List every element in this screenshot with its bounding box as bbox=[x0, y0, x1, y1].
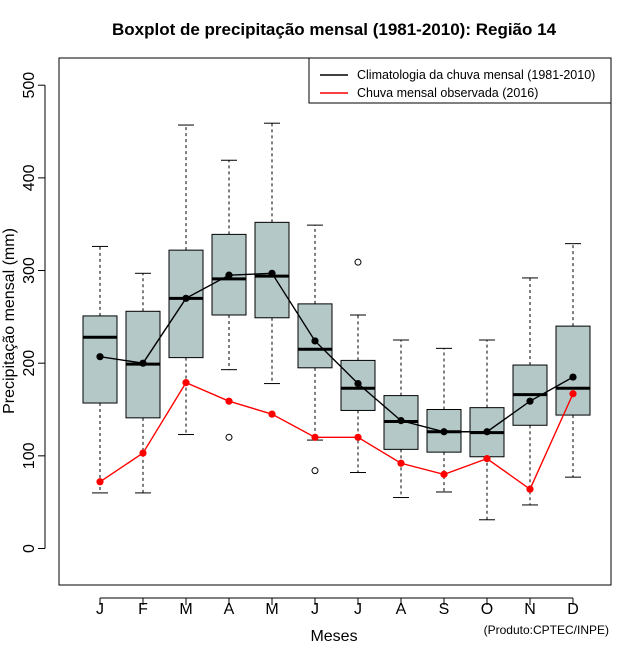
observed-point bbox=[569, 390, 577, 398]
observed-point bbox=[225, 397, 233, 405]
y-tick-label: 200 bbox=[21, 350, 38, 377]
box-iqr bbox=[555, 325, 591, 416]
climatology-point bbox=[440, 428, 448, 436]
climatology-point bbox=[139, 359, 147, 367]
box-2 bbox=[168, 124, 204, 436]
x-tick-label: S bbox=[439, 601, 450, 618]
box-11 bbox=[555, 243, 591, 478]
x-tick-label: J bbox=[311, 601, 319, 618]
series-lines bbox=[96, 269, 577, 493]
credit-text: (Produto:CPTEC/INPE) bbox=[484, 623, 609, 637]
box-iqr bbox=[254, 221, 290, 319]
box-1 bbox=[125, 272, 161, 494]
climatology-point bbox=[96, 353, 104, 361]
x-tick-label: O bbox=[481, 601, 493, 618]
boxes bbox=[82, 122, 591, 521]
x-tick-label: D bbox=[567, 601, 579, 618]
climatology-point bbox=[354, 379, 362, 388]
observed-line bbox=[99, 381, 574, 491]
box-iqr bbox=[168, 249, 204, 359]
outlier-point bbox=[354, 258, 362, 266]
y-tick-label: 500 bbox=[21, 72, 38, 99]
observed-point bbox=[311, 433, 319, 441]
legend-label-observed: Chuva mensal observada (2016) bbox=[357, 86, 538, 100]
y-tick-label: 100 bbox=[21, 442, 38, 469]
climatology-point bbox=[526, 397, 534, 405]
x-tick-label: M bbox=[265, 601, 278, 618]
box-10 bbox=[512, 277, 548, 506]
box-6 bbox=[340, 258, 376, 474]
y-axis: 0 100 200 300 400 500 bbox=[21, 72, 46, 553]
x-tick-label: A bbox=[396, 601, 407, 618]
box-0 bbox=[82, 245, 118, 494]
y-tick-label: 400 bbox=[21, 164, 38, 191]
x-tick-label: J bbox=[96, 601, 104, 618]
legend-label-climatology: Climatologia da chuva mensal (1981-2010) bbox=[357, 68, 595, 82]
box-4 bbox=[254, 122, 290, 385]
observed-point bbox=[483, 455, 491, 463]
x-tick-label: J bbox=[354, 601, 362, 618]
observed-point bbox=[526, 485, 534, 493]
climatology-point bbox=[569, 373, 577, 381]
observed-point bbox=[96, 478, 104, 486]
outlier-point bbox=[311, 467, 319, 475]
climatology-point bbox=[182, 294, 190, 302]
x-axis-label: Meses bbox=[310, 628, 357, 645]
legend-box bbox=[308, 57, 612, 104]
observed-point bbox=[182, 379, 190, 387]
x-tick-label: F bbox=[138, 601, 148, 618]
y-axis-label: Precipitação mensal (mm) bbox=[1, 228, 18, 414]
x-tick-label: N bbox=[524, 601, 536, 618]
observed-point bbox=[397, 459, 405, 467]
observed-point bbox=[139, 449, 147, 457]
climatology-point bbox=[268, 269, 276, 277]
y-tick-label: 0 bbox=[21, 544, 38, 553]
climatology-line bbox=[99, 272, 574, 433]
x-tick-label: M bbox=[179, 601, 192, 618]
legend: Climatologia da chuva mensal (1981-2010)… bbox=[308, 57, 612, 104]
observed-point bbox=[440, 470, 448, 478]
observed-point bbox=[268, 410, 276, 418]
climatology-point bbox=[225, 271, 233, 279]
box-5 bbox=[297, 224, 333, 475]
chart-title: Boxplot de precipitação mensal (1981-201… bbox=[112, 20, 557, 39]
climatology-point bbox=[483, 428, 491, 436]
y-tick-label: 300 bbox=[21, 257, 38, 284]
box-iqr bbox=[297, 303, 333, 369]
climatology-point bbox=[311, 337, 319, 345]
climatology-point bbox=[397, 417, 405, 425]
observed-point bbox=[354, 433, 362, 441]
outlier-point bbox=[225, 433, 233, 441]
x-tick-label: A bbox=[224, 601, 235, 618]
